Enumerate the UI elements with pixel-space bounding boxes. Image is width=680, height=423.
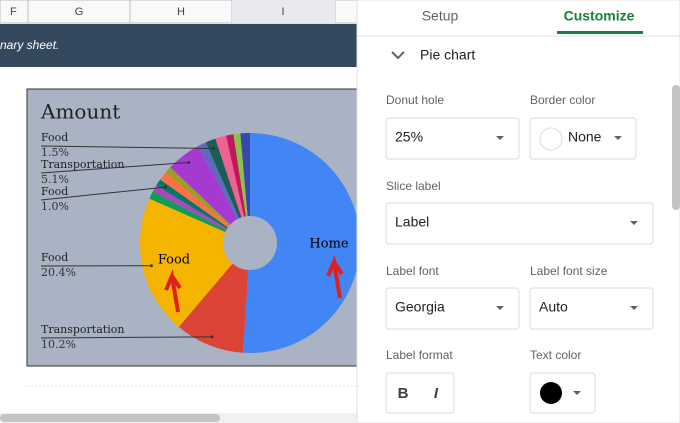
banner-text: nary sheet.	[0, 38, 59, 52]
dropdown-value: None	[568, 129, 602, 145]
pie-slice	[156, 179, 250, 243]
dropdown-value: Georgia	[395, 299, 445, 315]
column-label[interactable]: I	[281, 6, 284, 18]
callout-value: 10.2%	[41, 338, 76, 351]
callout-value: 1.0%	[41, 200, 69, 213]
callout-name: Transportation	[41, 158, 124, 171]
dropdown-value: 25%	[395, 129, 423, 145]
pie-slice	[170, 145, 250, 243]
leader-line	[40, 186, 166, 201]
chart-editor: Setup Customize Pie chart Donut hole 25%…	[356, 0, 680, 423]
pie-slice	[152, 185, 250, 243]
scrollbar[interactable]	[672, 85, 680, 210]
pie-slice	[139, 198, 250, 327]
leader-dot	[212, 147, 216, 151]
field-label: Border color	[530, 93, 595, 107]
dropdown-value: Label	[395, 214, 429, 230]
spreadsheet: F G H I nary sheet. Amount Home Food Trans…	[0, 0, 357, 423]
slice-label: Food	[158, 253, 190, 268]
dropdown[interactable]	[529, 287, 654, 330]
tab-active[interactable]: Customize	[564, 8, 635, 24]
pie-slice	[243, 133, 357, 353]
field-label: Label format	[386, 348, 453, 362]
leader-dot	[187, 160, 191, 164]
italic-button[interactable]: I	[434, 385, 439, 402]
chart-title: Amount	[40, 100, 120, 124]
dropdown[interactable]	[385, 117, 520, 160]
arrow	[164, 268, 182, 313]
pie	[139, 133, 357, 353]
dropdown-value: Auto	[539, 299, 568, 315]
pie-slice	[240, 133, 250, 243]
slice-label: Home	[309, 237, 348, 252]
column-label[interactable]: F	[10, 6, 17, 18]
selected-column	[232, 0, 335, 23]
pie-slice	[205, 138, 250, 243]
column-label[interactable]: H	[177, 6, 185, 18]
color-picker[interactable]	[529, 372, 596, 414]
callout-name: Food	[41, 185, 68, 198]
column-label[interactable]: G	[75, 6, 84, 18]
field-label: Slice label	[386, 179, 441, 193]
callout-name: Food	[41, 131, 68, 144]
dropdown[interactable]	[385, 202, 654, 245]
banner	[0, 24, 357, 67]
pie-slice	[165, 167, 250, 243]
pie-slice	[226, 134, 250, 243]
leader-dot	[164, 185, 168, 189]
callout-value: 20.4%	[41, 266, 76, 279]
field-label: Label font	[386, 264, 439, 278]
leader-line	[40, 161, 189, 174]
callout-value: 5.1%	[41, 173, 69, 186]
bold-button[interactable]: B	[398, 385, 409, 402]
pie-slice	[178, 243, 250, 353]
callout-name: Food	[41, 251, 68, 264]
callout-name: Transportation	[41, 323, 124, 336]
pie-slice	[198, 142, 250, 243]
field-label: Donut hole	[386, 93, 444, 107]
section-title[interactable]: Pie chart	[420, 47, 475, 63]
pie-slice	[160, 172, 250, 243]
tab-indicator	[557, 31, 643, 34]
field-label: Label font size	[530, 264, 608, 278]
donut-hole	[223, 216, 277, 270]
pie-slice	[215, 135, 250, 243]
tab[interactable]: Setup	[422, 8, 459, 24]
pie-slice	[149, 191, 250, 243]
leader-dot	[210, 335, 214, 339]
leader-line	[40, 336, 213, 339]
leader-dot	[149, 264, 153, 268]
scroll-thumb[interactable]	[0, 414, 220, 422]
callout-value: 1.5%	[41, 146, 69, 159]
format-buttons	[385, 372, 455, 414]
pie-slice	[233, 133, 250, 243]
leader-line	[40, 145, 214, 150]
chevron[interactable]	[391, 51, 405, 60]
field-label: Text color	[530, 348, 581, 362]
arrow	[326, 254, 344, 299]
dropdown[interactable]	[385, 287, 520, 330]
